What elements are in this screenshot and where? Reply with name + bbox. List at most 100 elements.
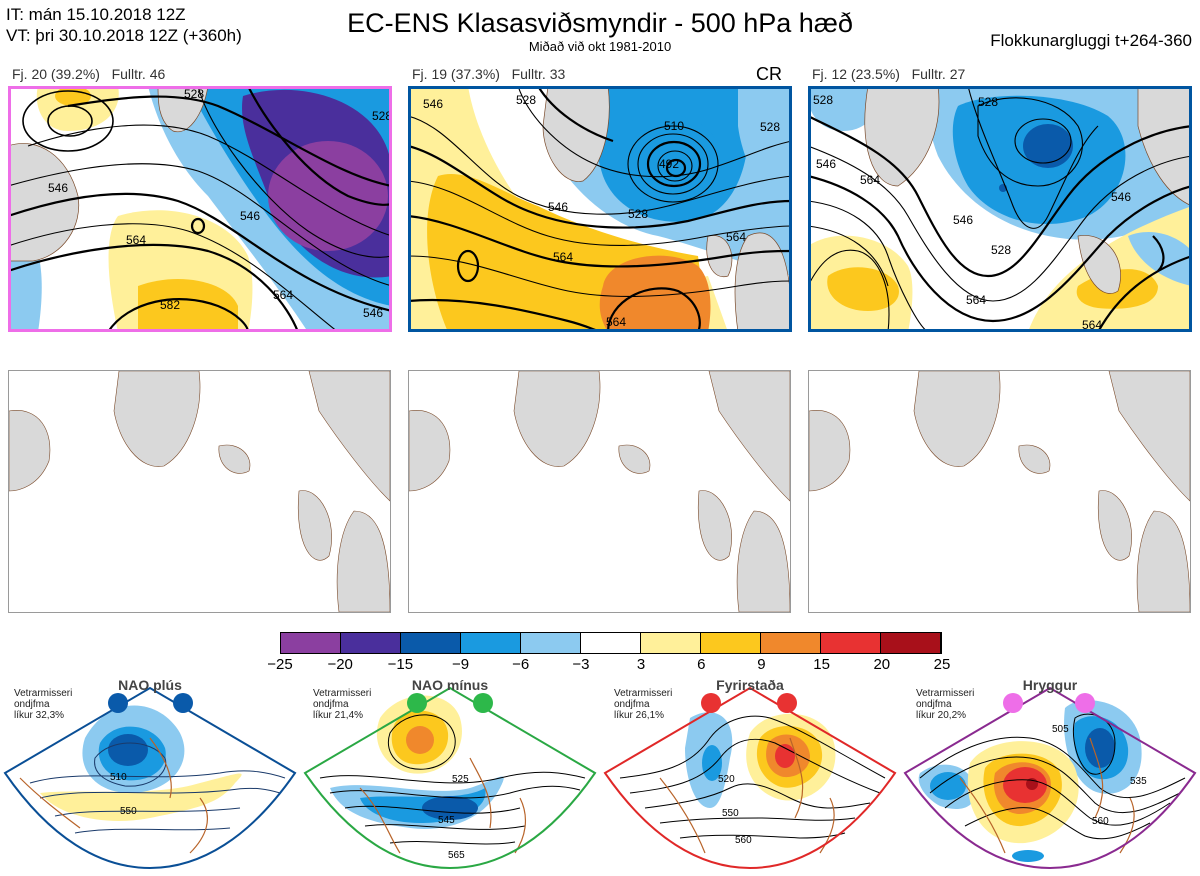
contour-label: 546 bbox=[48, 181, 68, 195]
contour-label: 535 bbox=[1130, 776, 1147, 787]
contour-label: 528 bbox=[978, 95, 998, 109]
contour-label: 550 bbox=[120, 806, 137, 817]
regime-title: NAO plús bbox=[118, 677, 182, 693]
colorbar-tick-label: −6 bbox=[512, 656, 530, 673]
regime-marker bbox=[777, 693, 797, 713]
cluster-1-frame bbox=[8, 86, 392, 332]
contour-label: 565 bbox=[448, 850, 465, 861]
contour-label: 528 bbox=[813, 93, 833, 107]
colorbar-tick-label: −25 bbox=[267, 656, 293, 673]
contour-label: 546 bbox=[1111, 190, 1131, 204]
header-times: IT: mán 15.10.2018 12Z VT: þri 30.10.201… bbox=[6, 4, 242, 46]
contour-label: 510 bbox=[110, 772, 127, 783]
regime-title: NAO mínus bbox=[411, 677, 489, 693]
colorbar-swatch bbox=[581, 633, 641, 653]
empty-map-2 bbox=[408, 370, 791, 613]
colorbar-ticks: −25 −20 −15 −9 −6 −3 3 6 9 15 20 25 bbox=[260, 656, 960, 676]
colorbar-tick-label: −9 bbox=[451, 656, 470, 673]
contour-label: 550 bbox=[722, 808, 739, 819]
contour-label: 564 bbox=[1082, 318, 1102, 332]
cluster-2-frame bbox=[408, 86, 792, 332]
colorbar-tick-label: 6 bbox=[697, 656, 706, 673]
contour-label: 525 bbox=[452, 774, 469, 785]
colorbar-tick-label: −15 bbox=[387, 656, 414, 673]
cluster-2-label: Fj. 19 (37.3%) Fulltr. 33 bbox=[412, 66, 566, 82]
regime-marker bbox=[173, 693, 193, 713]
colorbar-tick-label: −20 bbox=[327, 656, 353, 673]
colorbar-swatch bbox=[341, 633, 401, 653]
regime-blocking: 520 550 560 bbox=[600, 678, 900, 871]
colorbar-tick-label: 3 bbox=[636, 656, 646, 673]
page-title: EC-ENS Klasasviðsmyndir - 500 hPa hæð bbox=[347, 8, 853, 38]
regime-probability: Vetrarmisseri ondjfma líkur 26,1% bbox=[614, 688, 673, 721]
contour-label: 564 bbox=[966, 293, 986, 307]
contour-label: 546 bbox=[816, 157, 836, 171]
contour-label: 528 bbox=[991, 243, 1011, 257]
contour-label: 560 bbox=[1092, 816, 1109, 827]
colorbar-tick-label: 25 bbox=[933, 656, 951, 673]
colorbar-swatch bbox=[701, 633, 761, 653]
colorbar bbox=[280, 632, 942, 654]
contour-label: 564 bbox=[553, 250, 573, 264]
regime-marker bbox=[1003, 693, 1023, 713]
contour-label: 564 bbox=[860, 173, 880, 187]
valid-time: VT: þri 30.10.2018 12Z (+360h) bbox=[6, 26, 242, 45]
page-subtitle: Miðað við okt 1981-2010 bbox=[528, 39, 672, 54]
contour-label: 560 bbox=[735, 835, 752, 846]
regime-probability: Vetrarmisseri ondjfma líkur 32,3% bbox=[14, 688, 73, 721]
contour-label: 564 bbox=[126, 233, 146, 247]
regime-title: Fyrirstaða bbox=[716, 677, 784, 693]
colorbar-swatch bbox=[401, 633, 461, 653]
regime-probability: Vetrarmisseri ondjfma líkur 20,2% bbox=[916, 688, 975, 721]
cluster-1-map: 528 528 546 546 564 564 582 546 bbox=[8, 86, 392, 332]
contour-label: 528 bbox=[760, 120, 780, 134]
contour-label: 545 bbox=[438, 815, 455, 826]
cluster-1-label: Fj. 20 (39.2%) Fulltr. 46 bbox=[12, 66, 166, 82]
regime-nao-minus: 525 545 565 bbox=[300, 678, 600, 871]
colorbar-tick-label: 15 bbox=[813, 656, 830, 673]
regime-marker bbox=[473, 693, 493, 713]
contour-label: 546 bbox=[240, 209, 260, 223]
cluster-3-frame bbox=[808, 86, 1192, 332]
colorbar-swatch bbox=[881, 633, 941, 653]
colorbar-tick-label: 9 bbox=[757, 656, 766, 673]
cluster-2-tag: CR bbox=[756, 64, 782, 84]
colorbar-swatch bbox=[461, 633, 521, 653]
contour-label: 546 bbox=[423, 97, 443, 111]
contour-label: 528 bbox=[628, 207, 648, 221]
regime-marker bbox=[108, 693, 128, 713]
colorbar-tick-label: 20 bbox=[873, 656, 891, 673]
contour-label: 492 bbox=[659, 157, 679, 171]
contour-label: 564 bbox=[606, 315, 626, 329]
empty-map-3 bbox=[808, 370, 1191, 613]
contour-label: 564 bbox=[726, 230, 746, 244]
contour-label: 528 bbox=[516, 93, 536, 107]
issue-time: IT: mán 15.10.2018 12Z bbox=[6, 5, 186, 24]
contour-label: 528 bbox=[372, 109, 392, 123]
cluster-window-label: Flokkunargluggi t+264-360 bbox=[990, 31, 1192, 50]
empty-map-1 bbox=[8, 370, 391, 613]
contour-label: 582 bbox=[160, 298, 180, 312]
regime-ridge: 505 535 560 bbox=[900, 678, 1200, 871]
colorbar-tick-label: −3 bbox=[572, 656, 590, 673]
contour-label: 510 bbox=[664, 119, 684, 133]
contour-label: 528 bbox=[184, 87, 204, 101]
colorbar-swatch bbox=[821, 633, 881, 653]
regime-title: Hryggur bbox=[1022, 677, 1078, 693]
regime-marker bbox=[407, 693, 427, 713]
colorbar-swatch bbox=[521, 633, 581, 653]
contour-label: 546 bbox=[953, 213, 973, 227]
contour-label: 564 bbox=[273, 288, 293, 302]
regime-probability: Vetrarmisseri ondjfma líkur 21,4% bbox=[313, 688, 372, 721]
contour-label: 546 bbox=[548, 200, 568, 214]
contour-label: 520 bbox=[718, 774, 735, 785]
cluster-2-map: 528 546 510 492 528 546 564 564 528 564 bbox=[408, 86, 792, 332]
contour-label: 505 bbox=[1052, 724, 1069, 735]
colorbar-swatch bbox=[641, 633, 701, 653]
regime-marker bbox=[1075, 693, 1095, 713]
cluster-3-label: Fj. 12 (23.5%) Fulltr. 27 bbox=[812, 66, 966, 82]
colorbar-swatch bbox=[761, 633, 821, 653]
contour-label: 546 bbox=[363, 306, 383, 320]
regime-nao-plus: 510 550 bbox=[0, 678, 300, 871]
colorbar-swatch bbox=[281, 633, 341, 653]
